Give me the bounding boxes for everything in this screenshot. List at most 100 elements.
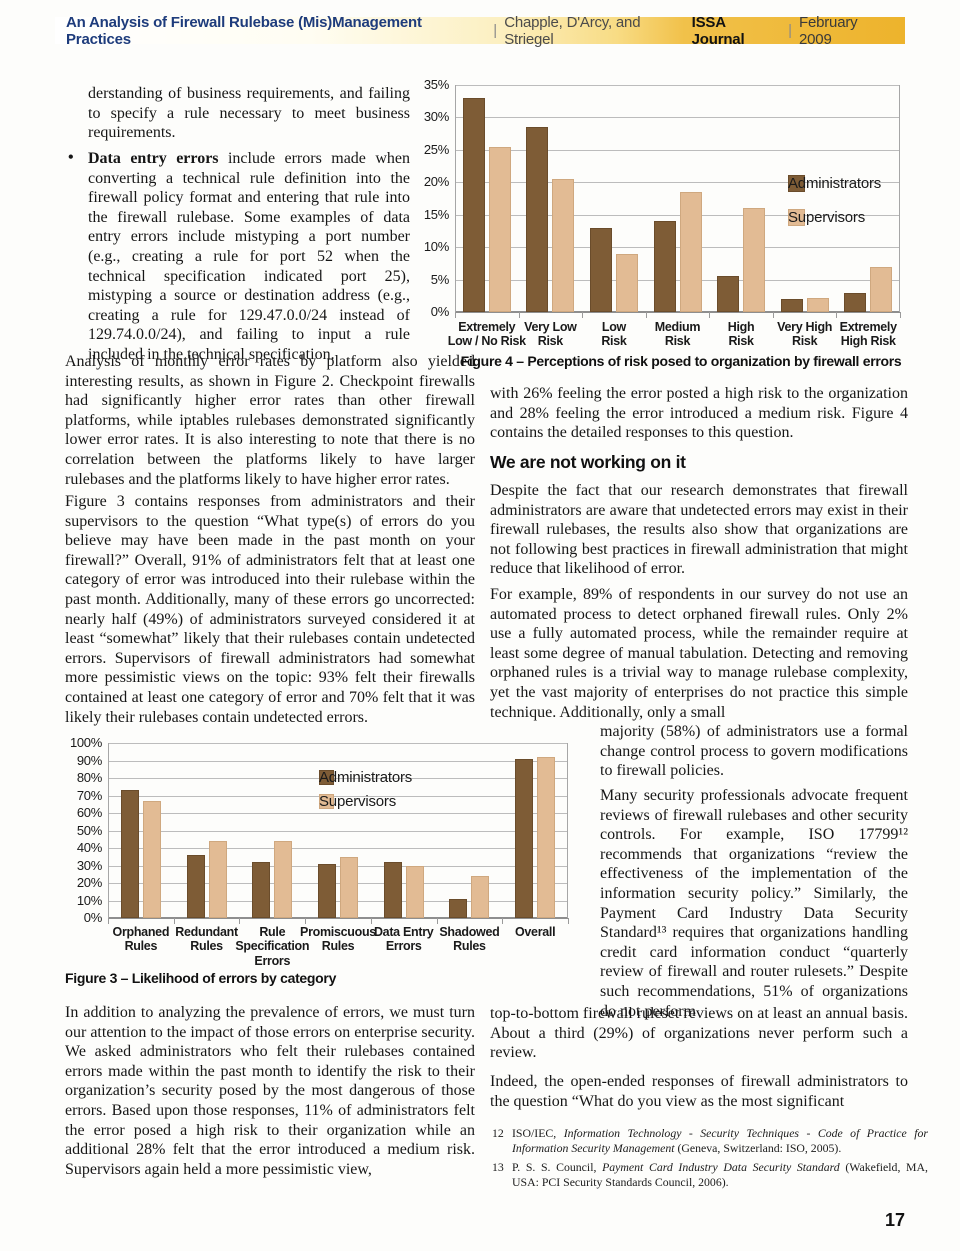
footnote-12: 12 ISO/IEC, Information Technology - Secu…: [492, 1126, 928, 1156]
figure4-legend-swatch-administrators: [788, 174, 805, 192]
figure4-category-label-4: High Risk: [727, 320, 755, 349]
page-number: 17: [884, 1210, 905, 1230]
figure4-bar-administrators-4: [717, 276, 740, 312]
figure4-bar-supervisors-0: [488, 146, 511, 312]
figure4-ytick-5: 5%: [430, 271, 450, 287]
paragraph-figure3-discussion: Figure 3 contains responses from adminis…: [65, 493, 475, 726]
figure4-ytick-10: 10%: [423, 239, 449, 255]
figure4-gridline-15: [455, 214, 900, 216]
figure3-ytick-0: 0%: [83, 910, 103, 925]
figure4-bar-supervisors-5: [806, 297, 829, 312]
footnote-12-post: (Geneva, Switzerland: ISO, 2005).: [674, 1141, 842, 1155]
footnote-13-number: 13: [492, 1160, 504, 1174]
figure3-axis-right: [567, 743, 568, 918]
figure3-gridline-80: [108, 778, 568, 779]
figure4-gridline-10: [455, 247, 900, 249]
header-separator-2: |: [788, 22, 793, 39]
figure4-gridline-30: [455, 117, 900, 119]
paragraph-many-security-full: top-to-bottom firewall ruleset reviews o…: [490, 1005, 908, 1062]
figure4-bar-supervisors-2: [615, 253, 638, 312]
figure3-gridline-0: [108, 917, 568, 919]
section-heading: We are not working on it: [490, 452, 686, 472]
figure4-category-label-5: Very High Risk: [777, 320, 833, 349]
figure3-ytick-30: 30%: [76, 857, 102, 873]
figure4-xtick-2: [582, 312, 584, 318]
figure3-bar-supervisors-2: [274, 841, 293, 918]
issue-date: February 2009: [799, 13, 858, 48]
figure4-bar-supervisors-1: [552, 179, 575, 312]
figure3-gridline-10: [108, 900, 568, 902]
figure3-bar-chart: 0% 10% 20% 30% 40% 50% 60% 70% 80% 90% 100% Orphane…: [62, 733, 585, 998]
figure3-gridline-90: [108, 760, 568, 762]
footnote-12-number: 12: [492, 1126, 504, 1140]
figure3-bar-administrators-4: [383, 862, 402, 918]
figure3-bar-supervisors-1: [208, 841, 227, 918]
figure4-ytick-35: 35%: [423, 77, 449, 92]
figure3-ytick-70: 70%: [76, 787, 102, 803]
figure4-bar-administrators-1: [526, 127, 549, 312]
figure3-bar-administrators-1: [186, 855, 205, 918]
figure3-gridline-70: [108, 795, 568, 797]
figure4-bar-supervisors-3: [679, 192, 702, 312]
paragraph-bullet-continuation: derstanding of business requirements, an…: [88, 85, 410, 142]
figure4-ytick-25: 25%: [423, 141, 449, 157]
footnote-12-pre: ISO/IEC,: [512, 1126, 564, 1140]
paragraph-for-example: For example, 89% of respondents in our s…: [490, 586, 908, 721]
figure4-ytick-20: 20%: [423, 174, 449, 190]
figure3-caption: Figure 3 – Likelihood of errors by categ…: [65, 970, 337, 986]
figure4-axis-left: [455, 85, 456, 312]
figure3-bar-administrators-2: [252, 862, 271, 918]
figure3-category-label-5: Shadowed Rules: [439, 925, 500, 954]
figure4-bar-chart: 0% 5% 10% 15% 20% 25% 30% 35% Extremely Low / No…: [420, 73, 907, 373]
figure4-legend-label-supervisors: Supervisors: [788, 208, 865, 226]
article-title: An Analysis of Firewall Rulebase (Mis)Ma…: [66, 13, 422, 48]
figure3-ytick-90: 90%: [76, 752, 102, 768]
figure4-legend-swatch-supervisors: [788, 208, 805, 226]
figure3-xtick-3: [305, 918, 307, 924]
figure3-legend-label-supervisors: Supervisors: [319, 792, 396, 810]
figure3-ytick-20: 20%: [76, 875, 102, 890]
figure3-category-label-1: Redundant Rules: [175, 925, 238, 954]
figure4-bar-supervisors-6: [870, 266, 893, 312]
figure3-gridline-100: [108, 743, 568, 744]
figure4-ytick-0: 0%: [430, 304, 450, 319]
figure4-xtick-6: [836, 312, 838, 318]
footnote-13: 13 P. S. S. Council, Payment Card Industr…: [492, 1160, 928, 1190]
figure4-category-label-6: Extremely High Risk: [839, 320, 897, 349]
figure4-caption: Figure 4 – Perceptions of risk posed to …: [460, 353, 902, 369]
figure3-bar-supervisors-4: [405, 865, 424, 918]
figure3-xtick-1: [173, 918, 175, 924]
figure3-ytick-100: 100%: [69, 735, 102, 750]
figure3-gridline-30: [108, 865, 568, 867]
footnote-13-pre: P. S. S. Council,: [512, 1160, 603, 1174]
figure4-gridline-0: [455, 311, 900, 313]
figure4-xtick-1: [518, 312, 520, 318]
figure3-category-label-3: Promiscuous Rules: [300, 925, 376, 954]
figure4-xtick-7: [900, 312, 901, 318]
figure3-gridline-60: [108, 813, 568, 814]
bullet-body-text: include errors made when converting a te…: [88, 150, 410, 363]
figure4-bar-supervisors-4: [743, 208, 766, 312]
bullet-lead-text: Data entry errors: [88, 150, 219, 167]
figure4-xtick-5: [772, 312, 774, 318]
figure3-axis-left: [108, 743, 109, 918]
figure3-category-label-6: Overall: [514, 925, 556, 939]
figure4-ytick-15: 15%: [423, 206, 449, 222]
figure4-container: 0% 5% 10% 15% 20% 25% 30% 35% Extremely Low / No…: [420, 73, 907, 373]
footnote-13-post: (Wakefield, MA, USA: PCI Security Standa…: [512, 1160, 928, 1189]
figure4-bar-administrators-5: [780, 299, 803, 312]
bullet-marker: •: [68, 149, 74, 166]
figure3-xtick-5: [436, 918, 438, 924]
paragraph-analysis: Analysis of monthly error rates by platf…: [65, 353, 475, 488]
figure3-bar-supervisors-0: [142, 800, 161, 918]
figure3-gridline-20: [108, 883, 568, 884]
figure3-ytick-10: 10%: [76, 892, 102, 908]
figure3-bar-supervisors-5: [471, 876, 490, 918]
figure3-xtick-0: [108, 918, 109, 924]
figure3-gridline-40: [108, 848, 568, 849]
figure3-category-label-2: Rule Specification Errors: [235, 925, 310, 968]
figure3-bar-supervisors-3: [340, 856, 358, 918]
header-separator: |: [493, 22, 498, 39]
journal-name: ISSA Journal: [691, 13, 745, 48]
